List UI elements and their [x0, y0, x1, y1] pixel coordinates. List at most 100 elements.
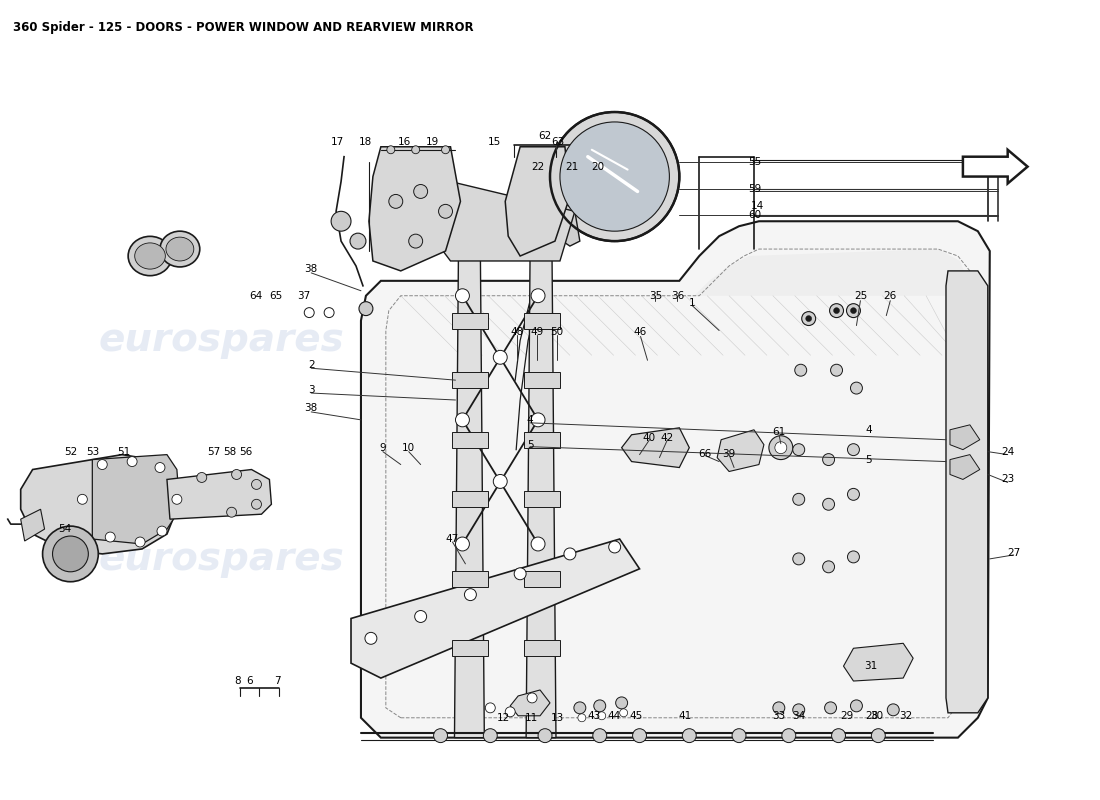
Text: 28: 28 [866, 710, 879, 721]
Text: 7: 7 [274, 676, 280, 686]
Text: 18: 18 [359, 137, 372, 147]
Text: 37: 37 [298, 290, 311, 301]
Polygon shape [962, 150, 1027, 183]
Circle shape [560, 122, 670, 231]
Polygon shape [452, 432, 488, 448]
Text: 49: 49 [530, 327, 543, 338]
Circle shape [538, 729, 552, 742]
Circle shape [823, 561, 835, 573]
Ellipse shape [160, 231, 200, 267]
Text: 32: 32 [900, 710, 913, 721]
Text: 16: 16 [398, 137, 411, 147]
Circle shape [53, 536, 88, 572]
Circle shape [594, 700, 606, 712]
Circle shape [830, 364, 843, 376]
Circle shape [531, 413, 544, 427]
Circle shape [847, 551, 859, 563]
Polygon shape [950, 425, 980, 450]
Text: 48: 48 [510, 327, 524, 338]
Text: 47: 47 [446, 534, 459, 544]
Text: 42: 42 [661, 433, 674, 442]
Circle shape [439, 204, 452, 218]
Circle shape [802, 312, 816, 326]
Circle shape [415, 610, 427, 622]
Circle shape [888, 704, 899, 716]
Text: 29: 29 [840, 710, 854, 721]
Circle shape [773, 702, 784, 714]
Circle shape [793, 704, 805, 716]
Text: 13: 13 [550, 713, 563, 722]
Text: 31: 31 [864, 661, 877, 671]
Ellipse shape [166, 237, 194, 261]
Circle shape [365, 632, 377, 644]
Polygon shape [368, 146, 461, 271]
Circle shape [135, 537, 145, 547]
Polygon shape [452, 491, 488, 507]
Text: 44: 44 [607, 710, 620, 721]
Text: 4: 4 [527, 415, 534, 425]
Text: 56: 56 [239, 446, 252, 457]
Circle shape [795, 364, 806, 376]
Polygon shape [361, 222, 990, 738]
Circle shape [578, 714, 586, 722]
Text: 17: 17 [330, 137, 343, 147]
Circle shape [455, 537, 470, 551]
Polygon shape [526, 251, 556, 738]
Text: 60: 60 [748, 210, 761, 220]
Circle shape [414, 185, 428, 198]
Text: 4: 4 [865, 425, 871, 434]
Circle shape [608, 541, 620, 553]
Text: 24: 24 [1001, 446, 1014, 457]
Polygon shape [717, 430, 763, 471]
Circle shape [388, 194, 403, 208]
Circle shape [793, 553, 805, 565]
Circle shape [433, 729, 448, 742]
Polygon shape [524, 571, 560, 586]
Circle shape [597, 712, 606, 720]
Circle shape [387, 146, 395, 154]
Circle shape [871, 729, 886, 742]
Polygon shape [524, 491, 560, 507]
Text: 45: 45 [629, 710, 642, 721]
Circle shape [441, 146, 450, 154]
Text: eurospares: eurospares [99, 540, 344, 578]
Circle shape [782, 729, 795, 742]
Polygon shape [524, 640, 560, 656]
Text: 21: 21 [565, 162, 579, 172]
Text: eurospares: eurospares [437, 322, 683, 359]
Text: 26: 26 [883, 290, 896, 301]
Circle shape [455, 289, 470, 302]
Circle shape [77, 494, 87, 504]
Polygon shape [21, 510, 45, 541]
Text: 58: 58 [223, 446, 236, 457]
Circle shape [527, 693, 537, 703]
Ellipse shape [128, 236, 172, 276]
Polygon shape [452, 313, 488, 329]
Text: 8: 8 [234, 676, 241, 686]
Circle shape [850, 700, 862, 712]
Polygon shape [452, 640, 488, 656]
Circle shape [847, 444, 859, 456]
Polygon shape [396, 249, 968, 434]
Text: 25: 25 [854, 290, 867, 301]
Circle shape [847, 304, 860, 318]
Circle shape [359, 302, 373, 315]
Circle shape [593, 729, 607, 742]
Polygon shape [844, 643, 913, 681]
Circle shape [493, 350, 507, 364]
Circle shape [632, 729, 647, 742]
Circle shape [825, 702, 836, 714]
Text: 35: 35 [649, 290, 662, 301]
Circle shape [331, 211, 351, 231]
Text: 39: 39 [723, 449, 736, 458]
Circle shape [411, 146, 420, 154]
Text: 36: 36 [671, 290, 684, 301]
Circle shape [847, 488, 859, 500]
Text: 43: 43 [587, 710, 601, 721]
Circle shape [733, 729, 746, 742]
Text: 11: 11 [525, 713, 538, 722]
Circle shape [493, 474, 507, 488]
Circle shape [252, 479, 262, 490]
Circle shape [324, 308, 334, 318]
Circle shape [128, 457, 138, 466]
